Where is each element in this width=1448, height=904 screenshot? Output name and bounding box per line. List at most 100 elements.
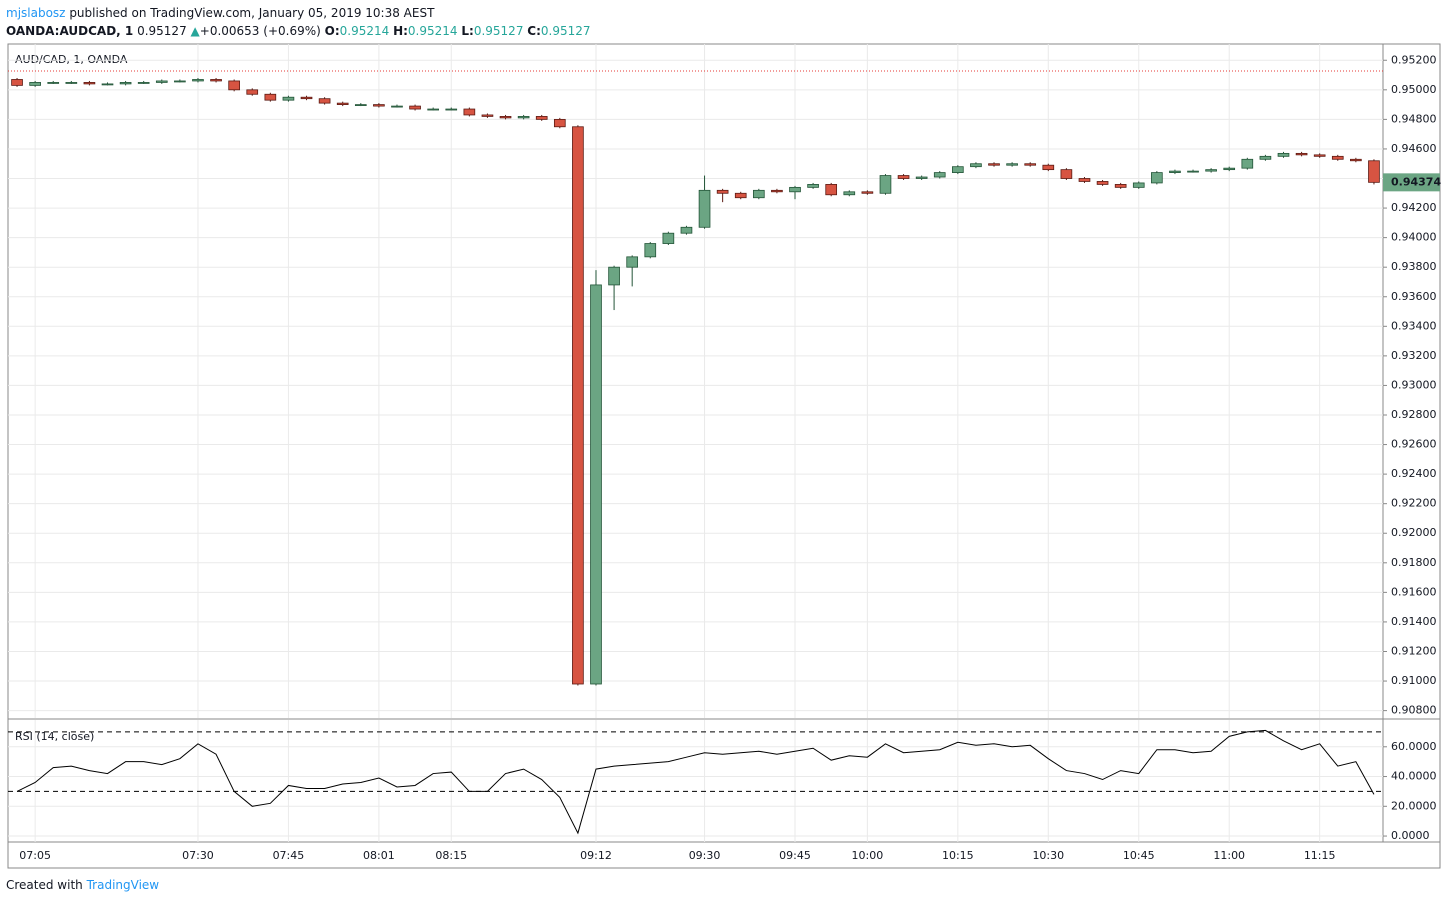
ohlc-value: 0.95214	[407, 24, 458, 38]
y-tick-label: 0.92200	[1391, 497, 1437, 510]
candle-body	[83, 82, 96, 85]
candle-body	[1295, 152, 1308, 156]
quote-line: OANDA:AUDCAD, 1 0.95127 ▲+0.00653 (+0.69…	[6, 22, 591, 40]
rsi-tick-label: 60.0000	[1391, 740, 1437, 753]
candle-body	[825, 184, 838, 196]
y-tick-label: 0.91200	[1391, 644, 1437, 657]
candle-body	[1006, 163, 1018, 166]
candle-body	[228, 80, 240, 91]
candle-body	[1205, 169, 1217, 172]
rsi-tick-label: 40.0000	[1391, 770, 1437, 783]
series-legend: AUD/CAD, 1, OANDA	[15, 53, 128, 66]
candle-body	[843, 191, 856, 196]
candle-body	[282, 96, 295, 101]
rsi-tick-label: 0.0000	[1391, 829, 1430, 842]
y-tick-label: 0.92600	[1391, 438, 1437, 451]
x-tick-label: 07:05	[19, 849, 51, 862]
x-tick-label: 09:45	[779, 849, 811, 862]
y-tick-label: 0.92000	[1391, 526, 1437, 539]
candle-body	[517, 116, 530, 119]
candle-body	[47, 82, 60, 84]
candle-body	[572, 126, 584, 685]
y-tick-label: 0.91800	[1391, 556, 1437, 569]
frame	[7, 43, 1441, 869]
ohlc-label: H:	[393, 24, 408, 38]
candle-body	[1114, 184, 1127, 188]
candle-body	[1313, 154, 1326, 157]
candle-body	[65, 82, 78, 84]
candle-body	[29, 82, 41, 86]
x-tick-label: 08:01	[363, 849, 395, 862]
candle-body	[300, 96, 313, 100]
ohlc-label: L:	[461, 24, 474, 38]
candle-body	[119, 82, 132, 85]
candle-body	[1259, 155, 1272, 160]
ohlc-label: O:	[324, 24, 340, 38]
y-tick-label: 0.93200	[1391, 349, 1437, 362]
brand[interactable]: TradingView	[86, 878, 160, 892]
x-tick-label: 08:15	[435, 849, 467, 862]
candle-body	[879, 175, 892, 194]
candle-body	[499, 116, 512, 119]
publish-line: mjslabosz published on TradingView.com, …	[6, 4, 591, 22]
chart: AUD/CAD, 1, OANDA RSI (14, close) 0.9520…	[7, 43, 1441, 869]
y-tick-label: 0.94000	[1391, 231, 1437, 244]
candle-body	[354, 104, 367, 107]
candle-body	[155, 80, 168, 83]
ohlc-value: 0.95214	[339, 24, 390, 38]
y-tick-label: 0.91400	[1391, 615, 1437, 628]
x-tick-label: 10:15	[942, 849, 974, 862]
y-tick-label: 0.91600	[1391, 585, 1437, 598]
candle-body	[1331, 155, 1344, 160]
candle-body	[1223, 167, 1236, 171]
candle-body	[1368, 160, 1380, 183]
y-tick-label: 0.92400	[1391, 467, 1437, 480]
y-tick-label: 0.93400	[1391, 319, 1437, 332]
candle-body	[1350, 158, 1362, 162]
last-price-label: 0.94374	[1391, 175, 1441, 188]
candle-body	[716, 189, 729, 194]
candle-body	[445, 108, 458, 111]
rsi-tick-label: 20.0000	[1391, 799, 1437, 812]
y-tick-label: 0.90800	[1391, 704, 1437, 717]
y-tick-label: 0.93000	[1391, 378, 1437, 391]
candle-body	[264, 93, 277, 101]
candle-body	[680, 226, 693, 234]
y-tick-label: 0.93600	[1391, 290, 1437, 303]
candle-body	[734, 192, 747, 199]
rsi-line	[16, 729, 1375, 835]
candle-body	[752, 189, 765, 199]
arrow: ▲	[190, 24, 200, 38]
ohlc-value: 0.95127	[540, 24, 591, 38]
y-tick-label: 0.92800	[1391, 408, 1437, 421]
candle-body	[861, 191, 874, 194]
author[interactable]: mjslabosz	[6, 6, 66, 20]
candle-body	[1241, 158, 1254, 169]
candle-body	[771, 189, 783, 193]
x-tick-label: 11:00	[1213, 849, 1245, 862]
candle-body	[391, 105, 403, 108]
x-tick-label: 09:30	[689, 849, 721, 862]
footer-text: Created with	[6, 878, 83, 892]
candle-body	[608, 266, 620, 286]
x-tick-label: 07:45	[273, 849, 305, 862]
candle-body	[970, 163, 982, 168]
candle-body	[897, 175, 910, 179]
y-tick-label: 0.94200	[1391, 201, 1437, 214]
x-tick-label: 10:45	[1123, 849, 1155, 862]
candle-body	[590, 284, 602, 685]
candle-body	[1277, 152, 1290, 157]
candle-body	[626, 256, 639, 268]
candle-body	[101, 83, 114, 86]
y-tick-label: 0.94800	[1391, 112, 1437, 125]
candle-body	[1169, 170, 1181, 173]
candle-body	[11, 79, 23, 86]
candle-body	[318, 98, 331, 104]
candle-body	[1132, 182, 1145, 188]
candle-body	[174, 80, 186, 83]
candle-body	[1096, 181, 1109, 185]
footer: Created with TradingView	[6, 878, 159, 892]
x-tick-label: 09:12	[580, 849, 612, 862]
candle-body	[1187, 170, 1199, 173]
